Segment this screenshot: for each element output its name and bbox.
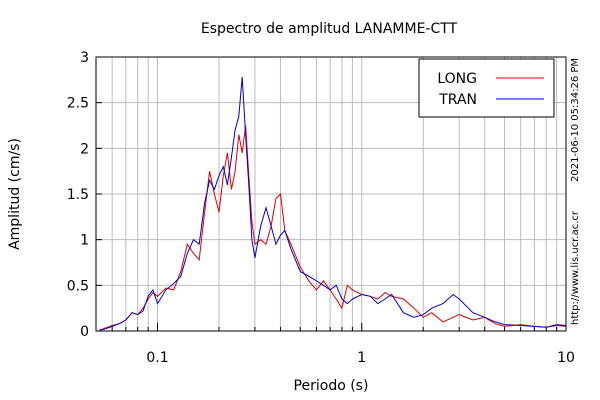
side-annotation: http://www.lis.ucr.ac.cr	[570, 210, 581, 325]
legend-label-tran: TRAN	[438, 92, 477, 108]
x-axis-label: Periodo (s)	[294, 378, 369, 394]
side-annotation: 2021-06-10 05:34:26 PM	[570, 58, 581, 182]
series-line-long	[99, 125, 567, 331]
side-annotations: 2021-06-10 05:34:26 PM http://www.lis.ucr…	[570, 58, 581, 325]
series-line-tran	[99, 77, 567, 331]
y-axis-label: Amplitud (cm/s)	[7, 138, 23, 250]
x-tick-label: 10	[557, 350, 575, 366]
y-tick-label: 1.5	[67, 187, 89, 203]
x-tick-label: 1	[357, 350, 366, 366]
plot-frame	[95, 56, 567, 332]
y-tick-label: 2.5	[67, 96, 89, 112]
chart-title: Espectro de amplitud LANAMME-CTT	[201, 21, 458, 37]
legend-box	[418, 58, 555, 118]
y-tick-label: 0.5	[67, 278, 89, 294]
y-tick-label: 2	[80, 141, 89, 157]
x-tick-label: 0.1	[146, 350, 168, 366]
y-tick-label: 3	[80, 50, 89, 66]
y-tick-label: 0	[80, 324, 89, 340]
y-tick-label: 1	[80, 233, 89, 249]
y-tick-labels: 0 0.5 1 1.5 2 2.5 3	[67, 50, 102, 340]
series-lines	[99, 77, 567, 331]
legend: LONG TRAN	[418, 58, 555, 118]
x-tick-labels: 0.1 1 10	[146, 350, 575, 366]
legend-label-long: LONG	[437, 71, 477, 87]
grid	[95, 56, 567, 332]
